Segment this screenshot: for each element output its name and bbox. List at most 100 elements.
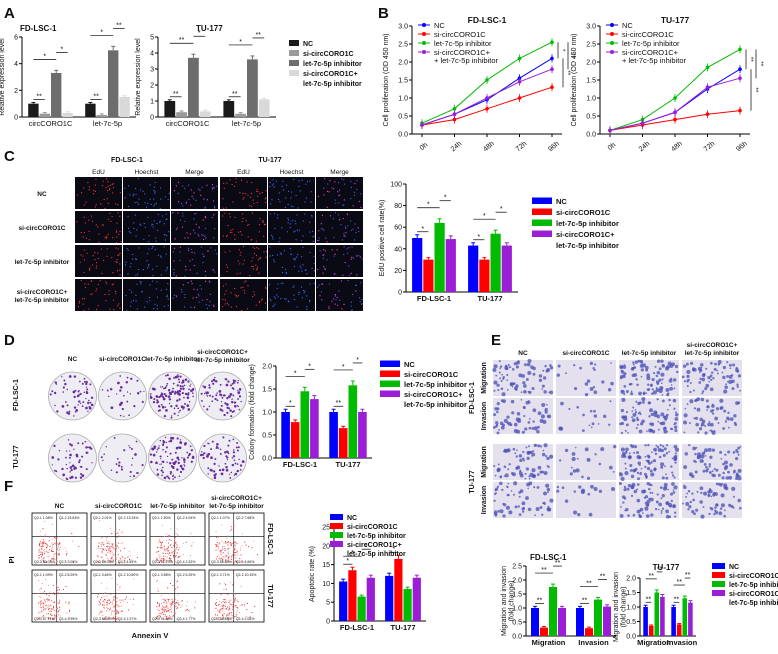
cell-dot xyxy=(271,234,273,236)
event-dot xyxy=(228,613,230,615)
colony xyxy=(79,465,82,468)
event-dot xyxy=(239,549,241,551)
migrated-cell xyxy=(619,514,624,518)
colony xyxy=(85,397,87,400)
migrated-cell xyxy=(541,388,544,390)
cell-dot xyxy=(223,187,225,189)
x-tick-label: TU-177 xyxy=(477,294,502,303)
event-dot xyxy=(109,609,111,611)
migrated-cell xyxy=(634,409,637,411)
cell-dot xyxy=(224,303,226,305)
event-dot xyxy=(233,601,235,603)
y-tick-label: 2.0 xyxy=(512,578,522,585)
legend-label: si-circCORO1C+ xyxy=(347,542,402,549)
event-dot xyxy=(121,610,123,612)
cell-dot xyxy=(111,183,113,185)
bar xyxy=(108,50,119,118)
migrated-cell xyxy=(667,488,669,491)
migrated-cell xyxy=(688,378,690,381)
bar xyxy=(357,596,366,621)
cell-dot xyxy=(335,299,337,301)
event-dot xyxy=(40,603,42,605)
fluorescence-image xyxy=(268,177,315,209)
migrated-cell xyxy=(632,361,635,364)
colony xyxy=(229,477,232,479)
event-dot xyxy=(167,617,169,619)
bar xyxy=(339,581,348,621)
sig-mark: * xyxy=(365,543,368,550)
cell-dot xyxy=(202,261,204,263)
event-dot xyxy=(115,531,117,533)
event-dot xyxy=(40,587,42,589)
event-dot xyxy=(46,599,48,601)
migrated-cell xyxy=(503,465,507,469)
colony xyxy=(133,405,136,408)
cell-dot xyxy=(338,202,340,204)
cell-dot xyxy=(293,178,295,181)
event-dot xyxy=(39,543,41,545)
cell-dot xyxy=(336,249,338,251)
cell-dot xyxy=(93,190,95,192)
colony xyxy=(85,391,89,395)
quadrant-label: Q2-3 86.59% xyxy=(211,560,232,564)
fluorescence-image xyxy=(75,177,122,209)
migrated-cell xyxy=(636,418,640,422)
cell-dot xyxy=(139,281,141,283)
event-dot xyxy=(111,577,113,579)
colony xyxy=(179,439,182,441)
migrated-cell xyxy=(510,471,514,475)
colony xyxy=(74,476,77,479)
migrated-cell xyxy=(632,406,635,409)
migrated-cell xyxy=(651,460,653,463)
colony xyxy=(162,397,166,401)
event-dot xyxy=(159,612,161,614)
event-dot xyxy=(54,617,56,619)
migrated-cell xyxy=(608,465,613,470)
bar xyxy=(479,259,490,292)
cell-dot xyxy=(296,229,298,231)
event-dot xyxy=(160,544,162,546)
event-dot xyxy=(55,616,57,618)
migrated-cell xyxy=(727,470,730,474)
event-dot xyxy=(187,609,189,611)
event-dot xyxy=(51,546,53,548)
cell-dot xyxy=(112,183,114,185)
cell-dot xyxy=(300,267,302,269)
y-tick-label: 20 xyxy=(322,543,330,550)
event-dot xyxy=(230,526,232,528)
event-dot xyxy=(167,536,169,538)
migrated-cell xyxy=(517,505,520,508)
event-dot xyxy=(106,610,108,612)
sig-mark: * xyxy=(289,400,292,407)
event-dot xyxy=(111,603,113,605)
y-tick-label: 2.0 xyxy=(586,60,596,67)
event-dot xyxy=(56,607,58,609)
cell-dot xyxy=(94,184,96,186)
event-dot xyxy=(231,561,233,563)
event-dot xyxy=(52,557,54,559)
cell-dot xyxy=(305,197,308,199)
y-tick-label: 20 xyxy=(394,268,402,275)
colony xyxy=(190,383,192,385)
cell-dot xyxy=(318,237,320,239)
data-point xyxy=(705,112,710,116)
event-dot xyxy=(239,547,241,549)
cell-dot xyxy=(187,247,190,249)
event-dot xyxy=(164,550,166,552)
migrated-cell xyxy=(640,422,644,426)
cell-dot xyxy=(350,229,353,231)
cell-dot xyxy=(353,191,355,193)
event-dot xyxy=(52,543,54,545)
colony xyxy=(141,463,144,467)
colony xyxy=(220,404,223,407)
cell-dot xyxy=(227,304,230,306)
event-dot xyxy=(167,610,169,612)
y-tick-label: 4 xyxy=(14,61,18,68)
cell-dot xyxy=(178,201,180,203)
migrated-cell xyxy=(655,380,660,384)
cell-dot xyxy=(320,228,322,230)
cell-dot xyxy=(252,199,254,201)
cell-dot xyxy=(245,280,247,282)
event-dot xyxy=(158,609,160,611)
bar xyxy=(62,113,73,117)
